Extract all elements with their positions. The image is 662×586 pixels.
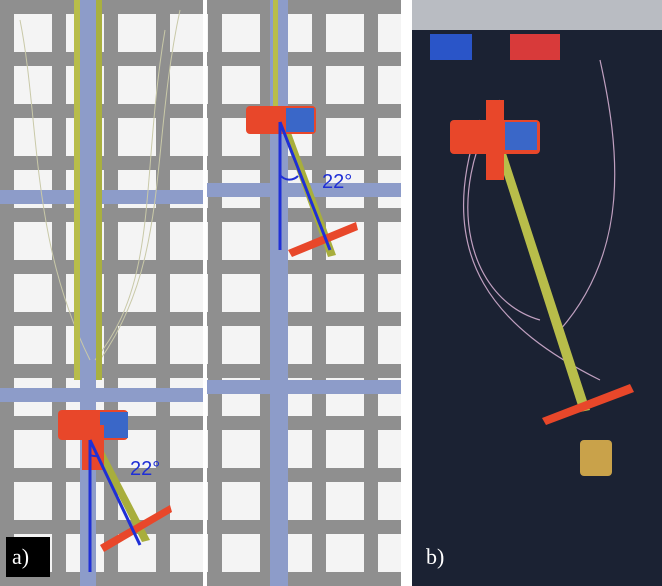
photo-left: 22° a) <box>0 0 203 586</box>
panel-label: b) <box>426 544 444 569</box>
photo-b: b) <box>412 0 662 586</box>
angle-label: 22° <box>322 171 352 193</box>
photo-right: 22° <box>207 0 401 586</box>
figure: 22° a) 22° b) <box>0 0 662 586</box>
panel-label: a) <box>12 544 29 569</box>
angle-label: 22° <box>130 458 160 480</box>
